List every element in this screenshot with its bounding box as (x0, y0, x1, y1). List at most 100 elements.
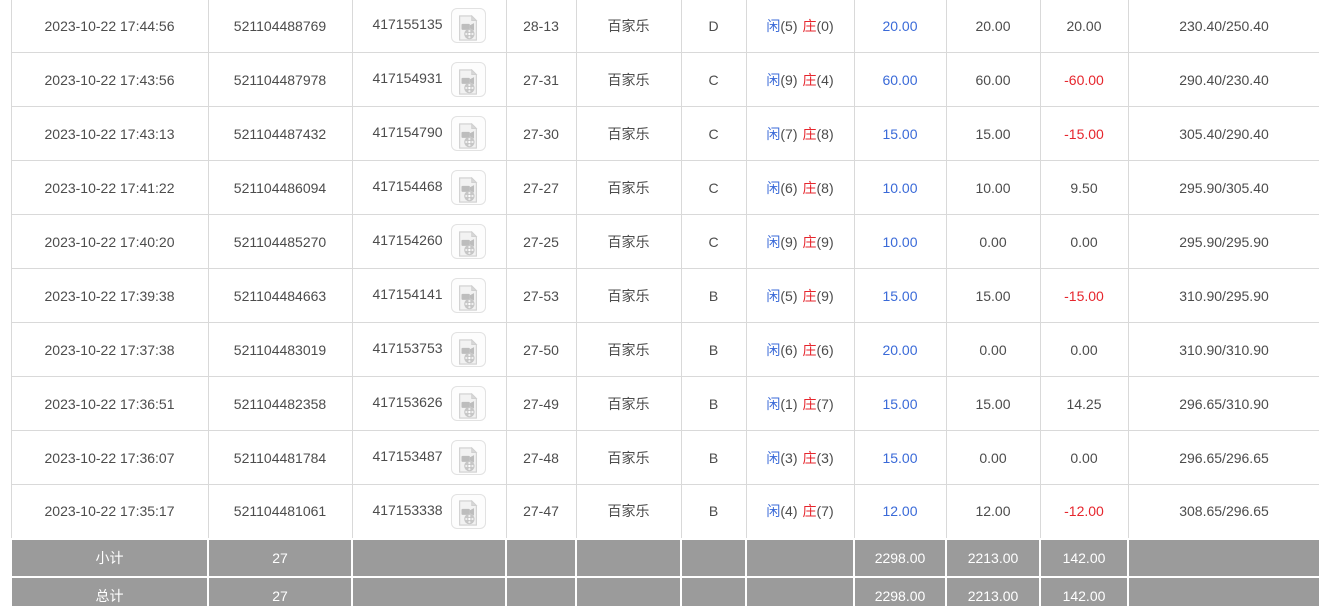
cell-shoe-round: 27-31 (505, 52, 577, 107)
player-points: (9) (780, 233, 798, 250)
summary-empty (351, 575, 507, 606)
summary-empty (575, 537, 682, 578)
cell-bet-amount: 12.00 (853, 484, 947, 539)
cell-win-loss: -60.00 (1039, 52, 1129, 107)
video-replay-icon[interactable] (450, 493, 486, 529)
round-id-text: 417153626 (372, 394, 443, 411)
video-replay-icon[interactable] (450, 116, 486, 151)
player-points: (6) (780, 179, 798, 196)
cell-valid-amount: 15.00 (945, 268, 1041, 323)
cell-result: 闲(1) 庄(7) (745, 376, 855, 431)
cell-bet-time: 2023-10-22 17:43:56 (10, 52, 209, 107)
banker-points: (0) (816, 17, 834, 34)
bet-amount-link[interactable]: 10.00 (882, 233, 918, 250)
cell-table-code: D (680, 0, 747, 53)
bet-amount-link[interactable]: 12.00 (882, 503, 918, 520)
cell-result: 闲(9) 庄(4) (745, 52, 855, 107)
cell-game-type: 百家乐 (575, 214, 682, 269)
cell-bet-time: 2023-10-22 17:36:07 (10, 430, 209, 485)
cell-win-loss: -15.00 (1039, 106, 1129, 161)
cell-game-type: 百家乐 (575, 322, 682, 377)
cell-table-code: C (680, 214, 747, 269)
records-summary: 小计 27 2298.00 2213.00 142.00 总计 27 2298.… (10, 537, 1319, 606)
cell-round-id: 417154141 (351, 268, 507, 323)
cell-bet-id: 521104483019 (207, 322, 353, 377)
player-label: 闲 (766, 17, 781, 34)
video-replay-icon[interactable] (450, 224, 486, 259)
summary-empty (680, 575, 747, 606)
cell-balance: 230.40/250.40 (1127, 0, 1319, 53)
bet-amount-link[interactable]: 20.00 (882, 341, 918, 358)
cell-shoe-round: 27-53 (505, 268, 577, 323)
cell-win-loss: 0.00 (1039, 322, 1129, 377)
cell-balance: 296.65/296.65 (1127, 430, 1319, 485)
cell-bet-id: 521104488769 (207, 0, 353, 53)
cell-valid-amount: 0.00 (945, 430, 1041, 485)
cell-win-loss: 14.25 (1039, 376, 1129, 431)
cell-game-type: 百家乐 (575, 268, 682, 323)
bet-amount-link[interactable]: 15.00 (882, 449, 918, 466)
banker-points: (7) (816, 503, 834, 520)
cell-valid-amount: 15.00 (945, 106, 1041, 161)
bet-amount-link[interactable]: 15.00 (882, 125, 918, 142)
summary-empty (575, 575, 682, 606)
video-replay-icon[interactable] (450, 62, 486, 97)
summary-empty (745, 575, 855, 606)
player-points: (3) (780, 449, 798, 466)
cell-game-type: 百家乐 (575, 52, 682, 107)
cell-bet-time: 2023-10-22 17:39:38 (10, 268, 209, 323)
cell-result: 闲(7) 庄(8) (745, 106, 855, 161)
bet-amount-link[interactable]: 60.00 (882, 71, 918, 88)
video-replay-icon[interactable] (450, 386, 486, 421)
records-body: 2023-10-22 17:44:56 521104488769 4171551… (10, 0, 1319, 539)
cell-balance: 290.40/230.40 (1127, 52, 1319, 107)
cell-round-id: 417153487 (351, 430, 507, 485)
cell-bet-time: 2023-10-22 17:36:51 (10, 376, 209, 431)
summary-row: 总计 27 2298.00 2213.00 142.00 (10, 575, 1319, 606)
cell-valid-amount: 20.00 (945, 0, 1041, 53)
cell-balance: 296.65/310.90 (1127, 376, 1319, 431)
bet-amount-link[interactable]: 15.00 (882, 395, 918, 412)
table-row: 2023-10-22 17:35:17 521104481061 4171533… (10, 484, 1319, 539)
cell-result: 闲(4) 庄(7) (745, 484, 855, 539)
bet-amount-link[interactable]: 20.00 (882, 17, 918, 34)
cell-valid-amount: 10.00 (945, 160, 1041, 215)
cell-bet-amount: 15.00 (853, 268, 947, 323)
table-row: 2023-10-22 17:44:56 521104488769 4171551… (10, 0, 1319, 53)
player-points: (9) (780, 71, 798, 88)
cell-game-type: 百家乐 (575, 106, 682, 161)
player-label: 闲 (766, 503, 781, 520)
cell-balance: 305.40/290.40 (1127, 106, 1319, 161)
banker-points: (9) (816, 287, 834, 304)
cell-bet-id: 521104487978 (207, 52, 353, 107)
player-label: 闲 (766, 341, 781, 358)
summary-empty (1127, 537, 1319, 578)
video-replay-icon[interactable] (450, 278, 486, 313)
cell-bet-amount: 60.00 (853, 52, 947, 107)
table-row: 2023-10-22 17:40:20 521104485270 4171542… (10, 214, 1319, 269)
summary-winloss-total: 142.00 (1039, 537, 1129, 578)
cell-result: 闲(5) 庄(0) (745, 0, 855, 53)
round-id-text: 417154141 (372, 286, 443, 303)
video-replay-icon[interactable] (450, 440, 486, 475)
cell-bet-time: 2023-10-22 17:37:38 (10, 322, 209, 377)
banker-label: 庄 (802, 179, 817, 196)
cell-bet-amount: 20.00 (853, 322, 947, 377)
video-replay-icon[interactable] (450, 8, 486, 43)
cell-shoe-round: 27-49 (505, 376, 577, 431)
summary-valid-total: 2213.00 (945, 575, 1041, 606)
cell-result: 闲(5) 庄(9) (745, 268, 855, 323)
bet-amount-link[interactable]: 15.00 (882, 287, 918, 304)
video-replay-icon[interactable] (450, 170, 486, 205)
bet-amount-link[interactable]: 10.00 (882, 179, 918, 196)
banker-points: (8) (816, 179, 834, 196)
banker-points: (6) (816, 341, 834, 358)
banker-label: 庄 (802, 17, 817, 34)
player-label: 闲 (766, 449, 781, 466)
cell-win-loss: -12.00 (1039, 484, 1129, 539)
video-replay-icon[interactable] (450, 332, 486, 367)
cell-valid-amount: 12.00 (945, 484, 1041, 539)
banker-label: 庄 (802, 233, 817, 250)
summary-valid-total: 2213.00 (945, 537, 1041, 578)
summary-winloss-total: 142.00 (1039, 575, 1129, 606)
